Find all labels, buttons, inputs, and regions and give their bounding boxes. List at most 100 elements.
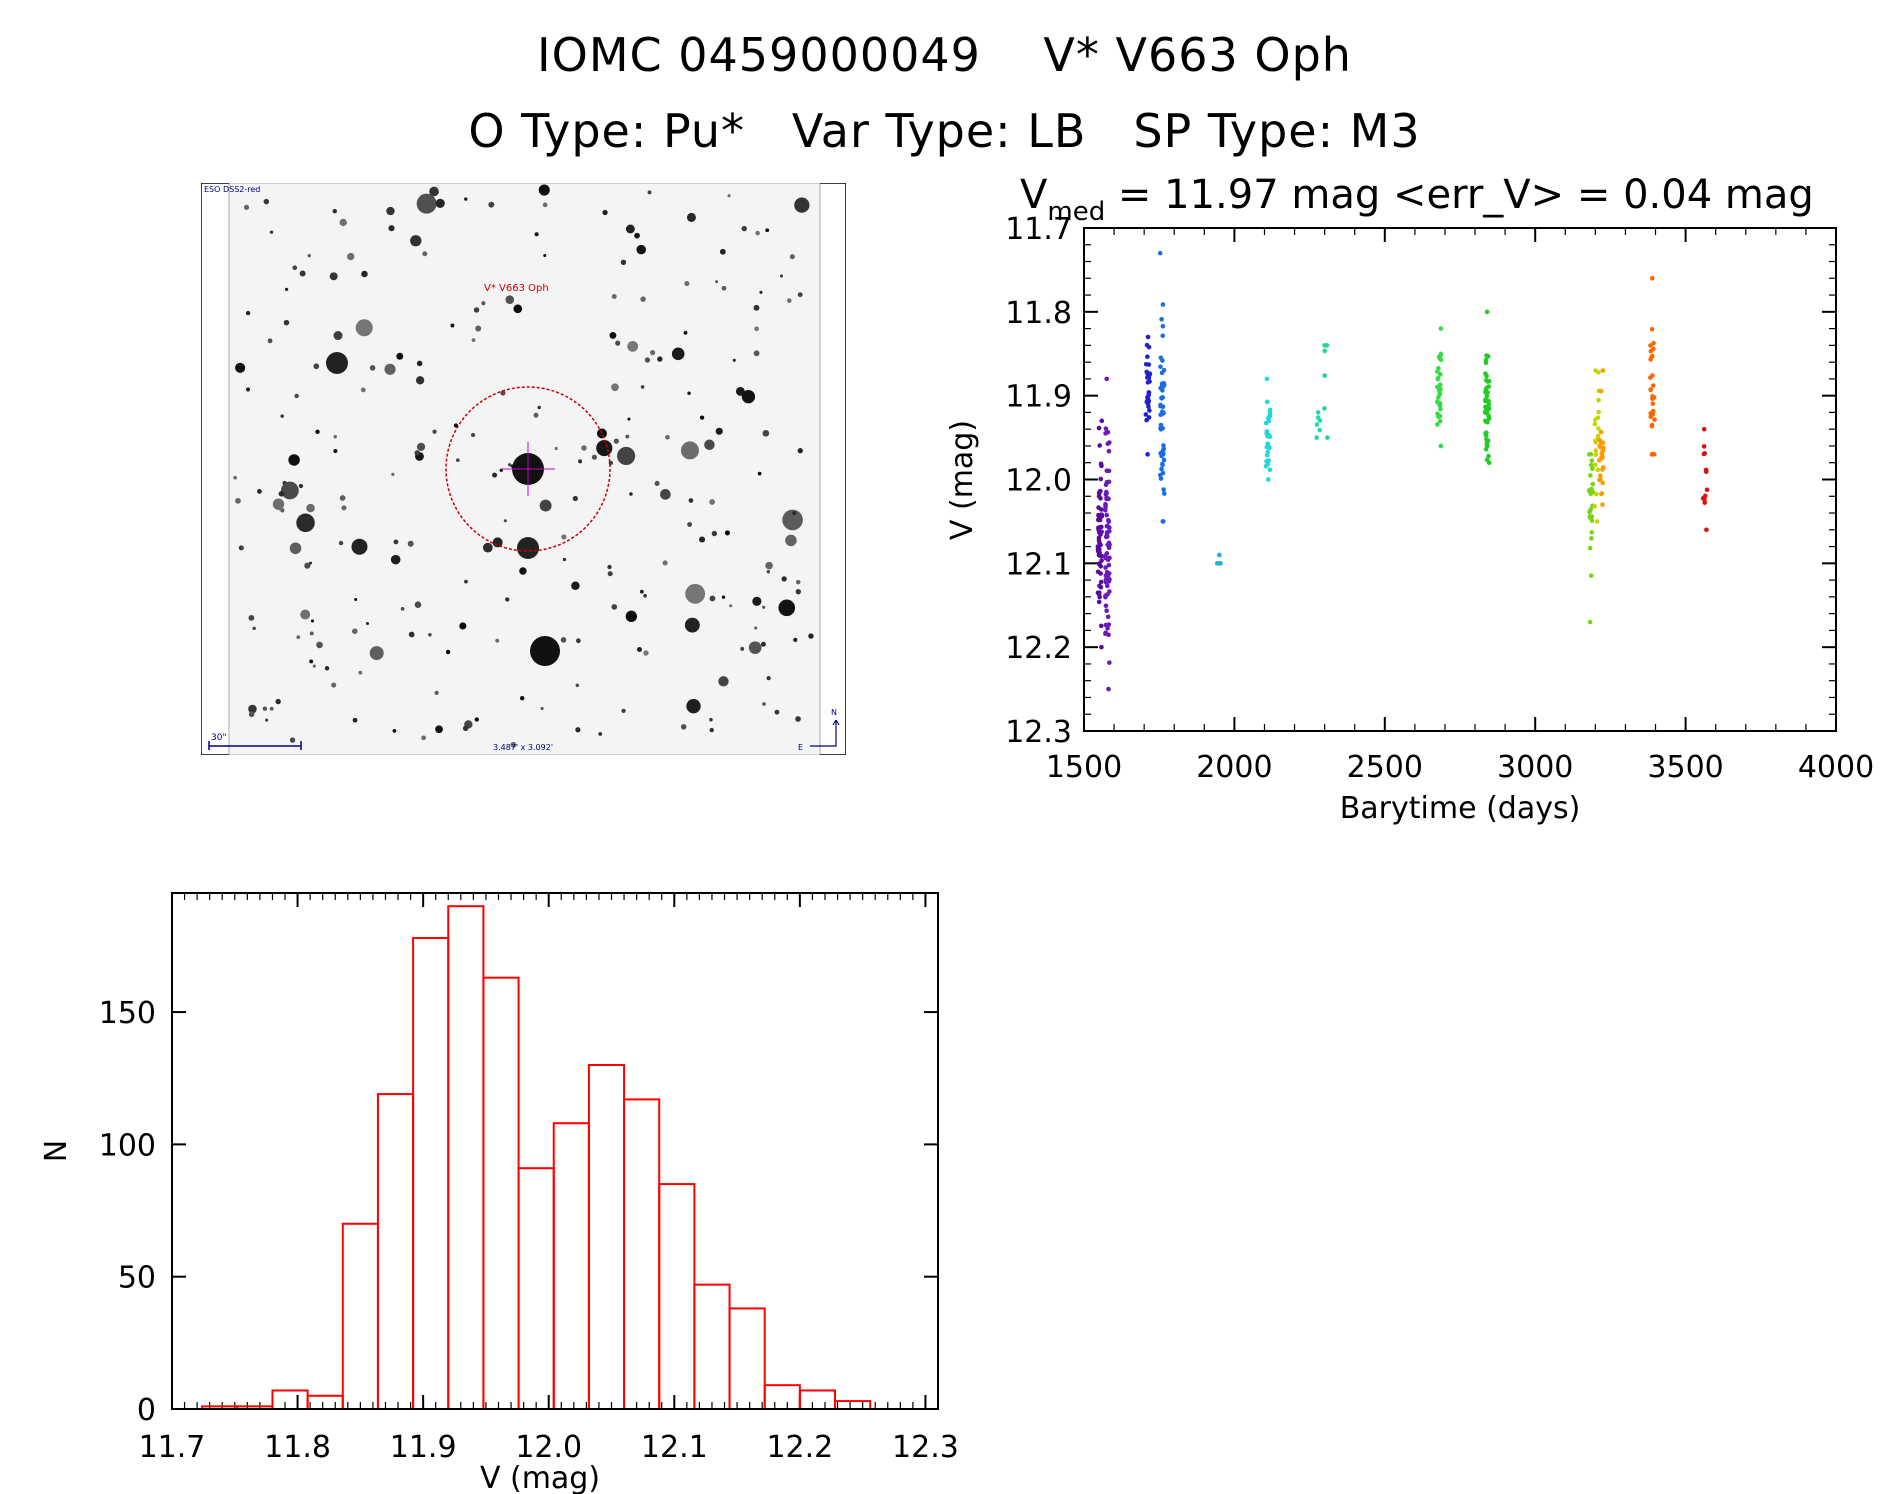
finder-star [435,198,445,208]
lc-data-point [1104,512,1110,518]
finder-star [686,699,701,714]
target-crosshair [501,442,555,496]
finder-star [643,650,649,656]
finder-star [625,434,630,439]
lc-data-point [1098,496,1103,501]
hist-plot-frame [171,892,939,1410]
finder-star [510,741,517,748]
finder-star [313,363,320,370]
lc-data-point [1438,357,1444,363]
lc-data-point [1104,491,1109,496]
finder-star [432,429,437,434]
lc-data-point [1160,395,1166,400]
lc-data-point [1161,491,1167,496]
lc-data-point [1143,412,1149,417]
lc-y-tick-label: 11.7 [1005,212,1072,247]
finder-star [415,376,425,385]
lc-data-point [1160,333,1166,339]
finder-star [715,280,719,284]
lc-data-point [1600,467,1605,472]
lc-data-point [1589,458,1595,463]
finder-star [390,554,401,565]
finder-star [680,724,687,730]
lc-data-point [1096,550,1102,556]
finder-star [257,488,262,494]
finder-star [650,350,656,356]
finder-star [262,706,268,711]
lc-data-point [1486,453,1491,459]
lc-data-point [1106,570,1111,576]
lc-data-point [1437,391,1443,397]
hist-y-tick-label: 150 [99,996,156,1031]
finder-star [338,540,344,546]
finder-star [718,676,729,687]
lc-data-point [1265,477,1271,482]
finder-star [540,706,544,711]
finder-star [355,319,373,337]
finder-star [662,560,668,566]
finder-star [762,605,766,609]
finder-star [288,454,300,466]
lc-data-point [1648,414,1654,420]
lc-data-point [1144,399,1150,405]
lc-data-point [1701,444,1707,449]
lc-data-point [1104,376,1109,382]
finder-star [562,557,567,562]
lc-data-point [1436,414,1441,419]
hist-x-tick-label: 11.8 [264,1430,331,1465]
lc-data-point [1265,433,1271,439]
finder-star [671,347,685,361]
lc-data-point [1595,467,1601,473]
lc-data-point [1588,462,1594,468]
finder-star [643,593,647,598]
finder-star [450,323,455,328]
hist-y-tick-label: 50 [118,1261,156,1296]
finder-star [503,519,507,523]
finder-star [762,702,766,706]
lc-data-point [1649,423,1655,429]
finder-star [711,530,718,537]
finder-star [754,626,758,630]
finder-star [272,498,285,510]
finder-star [292,265,298,271]
lc-data-point [1435,422,1440,427]
finder-star [316,641,323,649]
hist-bar [587,1064,626,1410]
finder-star [640,385,645,389]
lc-data-point [1106,686,1111,692]
finder-star [294,393,299,399]
lc-data-point [1145,380,1151,385]
lc-data-point [1097,514,1102,519]
lc-data-point [1157,472,1163,478]
finder-star [683,330,688,335]
lc-x-tick-label: 3000 [1497,750,1573,785]
lc-data-point [1098,579,1104,585]
lc-data-point [1099,463,1104,469]
lc-data-point [1589,530,1595,535]
lc-data-point [1486,402,1492,407]
lc-data-point [1596,458,1602,463]
finder-star [581,445,587,451]
finder-star [435,725,443,734]
lc-data-point [1105,542,1111,548]
finder-star [360,387,366,393]
finder-star [647,190,652,195]
lc-data-point [1597,438,1602,443]
finder-star [505,295,515,304]
finder-star [609,331,617,339]
lc-data-point [1104,608,1109,613]
finder-star [607,564,612,570]
finder-star [309,659,314,664]
lc-data-point [1701,451,1707,457]
lc-data-point [1596,370,1601,375]
finder-star [615,340,621,346]
compass-n-label: N [831,708,837,717]
lc-data-point [1486,416,1492,421]
finder-star [283,319,290,326]
finder-star [495,638,500,643]
finder-star [354,598,358,602]
finder-star [759,290,763,294]
finder-star [781,576,787,582]
finder-star [699,536,706,543]
finder-star [785,534,797,547]
